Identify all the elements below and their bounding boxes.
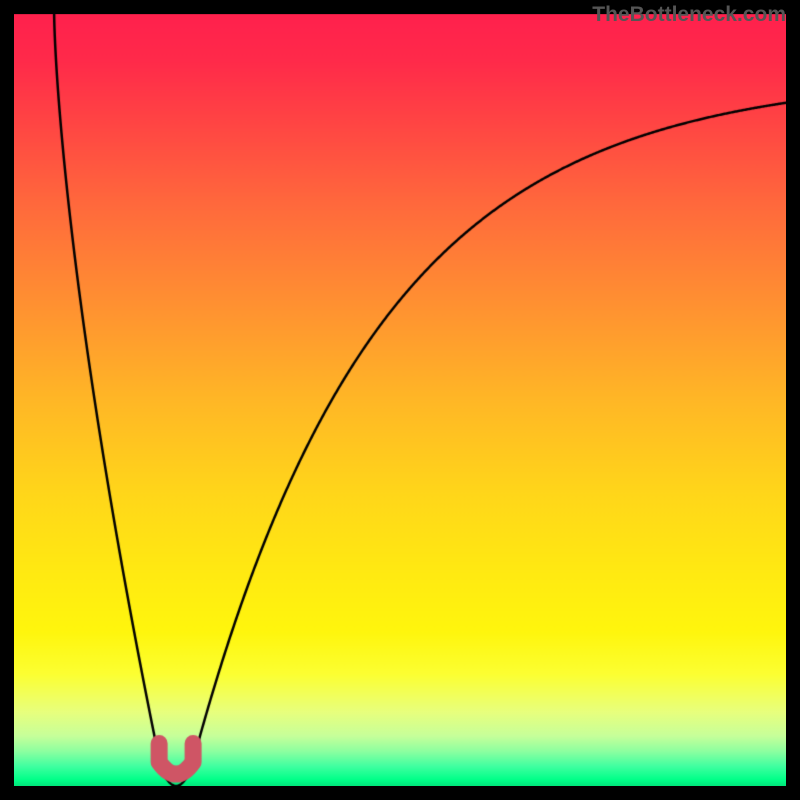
frame-border-left <box>0 0 14 800</box>
u-marker <box>0 0 800 800</box>
figure: TheBottleneck.com <box>0 0 800 800</box>
frame-border-bottom <box>0 786 800 800</box>
frame-border-top <box>0 0 800 14</box>
frame-border-right <box>786 0 800 800</box>
